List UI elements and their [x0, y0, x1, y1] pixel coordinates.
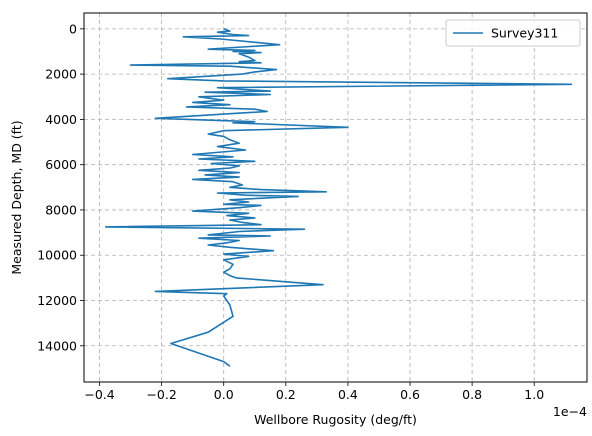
y-axis-ticks: 0 2000 4000 6000 8000 10000 12000 14000	[37, 21, 84, 353]
legend-label-survey311: Survey311	[491, 26, 558, 41]
series-layer	[104, 28, 573, 367]
x-tick-label: 0.6	[400, 387, 420, 402]
y-tick-label: 4000	[45, 112, 77, 127]
y-tick-label: 12000	[37, 293, 77, 308]
x-tick-label: −0.2	[146, 387, 176, 402]
x-tick-label: 0.4	[338, 387, 358, 402]
x-axis-offset-label: 1e−4	[553, 404, 587, 419]
legend: Survey311	[445, 19, 581, 47]
legend-box	[445, 19, 581, 47]
series-line-survey311	[104, 28, 573, 367]
x-axis-ticks: −0.4 −0.2 0.0 0.2 0.4 0.6 0.8 1.0	[84, 382, 544, 402]
x-tick-label: 0.0	[214, 387, 234, 402]
x-tick-label: 1.0	[524, 387, 544, 402]
y-tick-label: 10000	[37, 248, 77, 263]
y-tick-label: 6000	[45, 157, 77, 172]
x-axis-label: Wellbore Rugosity (deg/ft)	[254, 412, 417, 427]
y-axis-label: Measured Depth, MD (ft)	[9, 120, 24, 274]
y-tick-label: 0	[69, 21, 77, 36]
y-tick-label: 2000	[45, 67, 77, 82]
x-tick-label: −0.4	[84, 387, 114, 402]
x-tick-label: 0.2	[276, 387, 296, 402]
plot-frame	[83, 12, 588, 383]
x-tick-label: 0.8	[462, 387, 482, 402]
y-tick-label: 8000	[45, 202, 77, 217]
y-tick-label: 14000	[37, 338, 77, 353]
